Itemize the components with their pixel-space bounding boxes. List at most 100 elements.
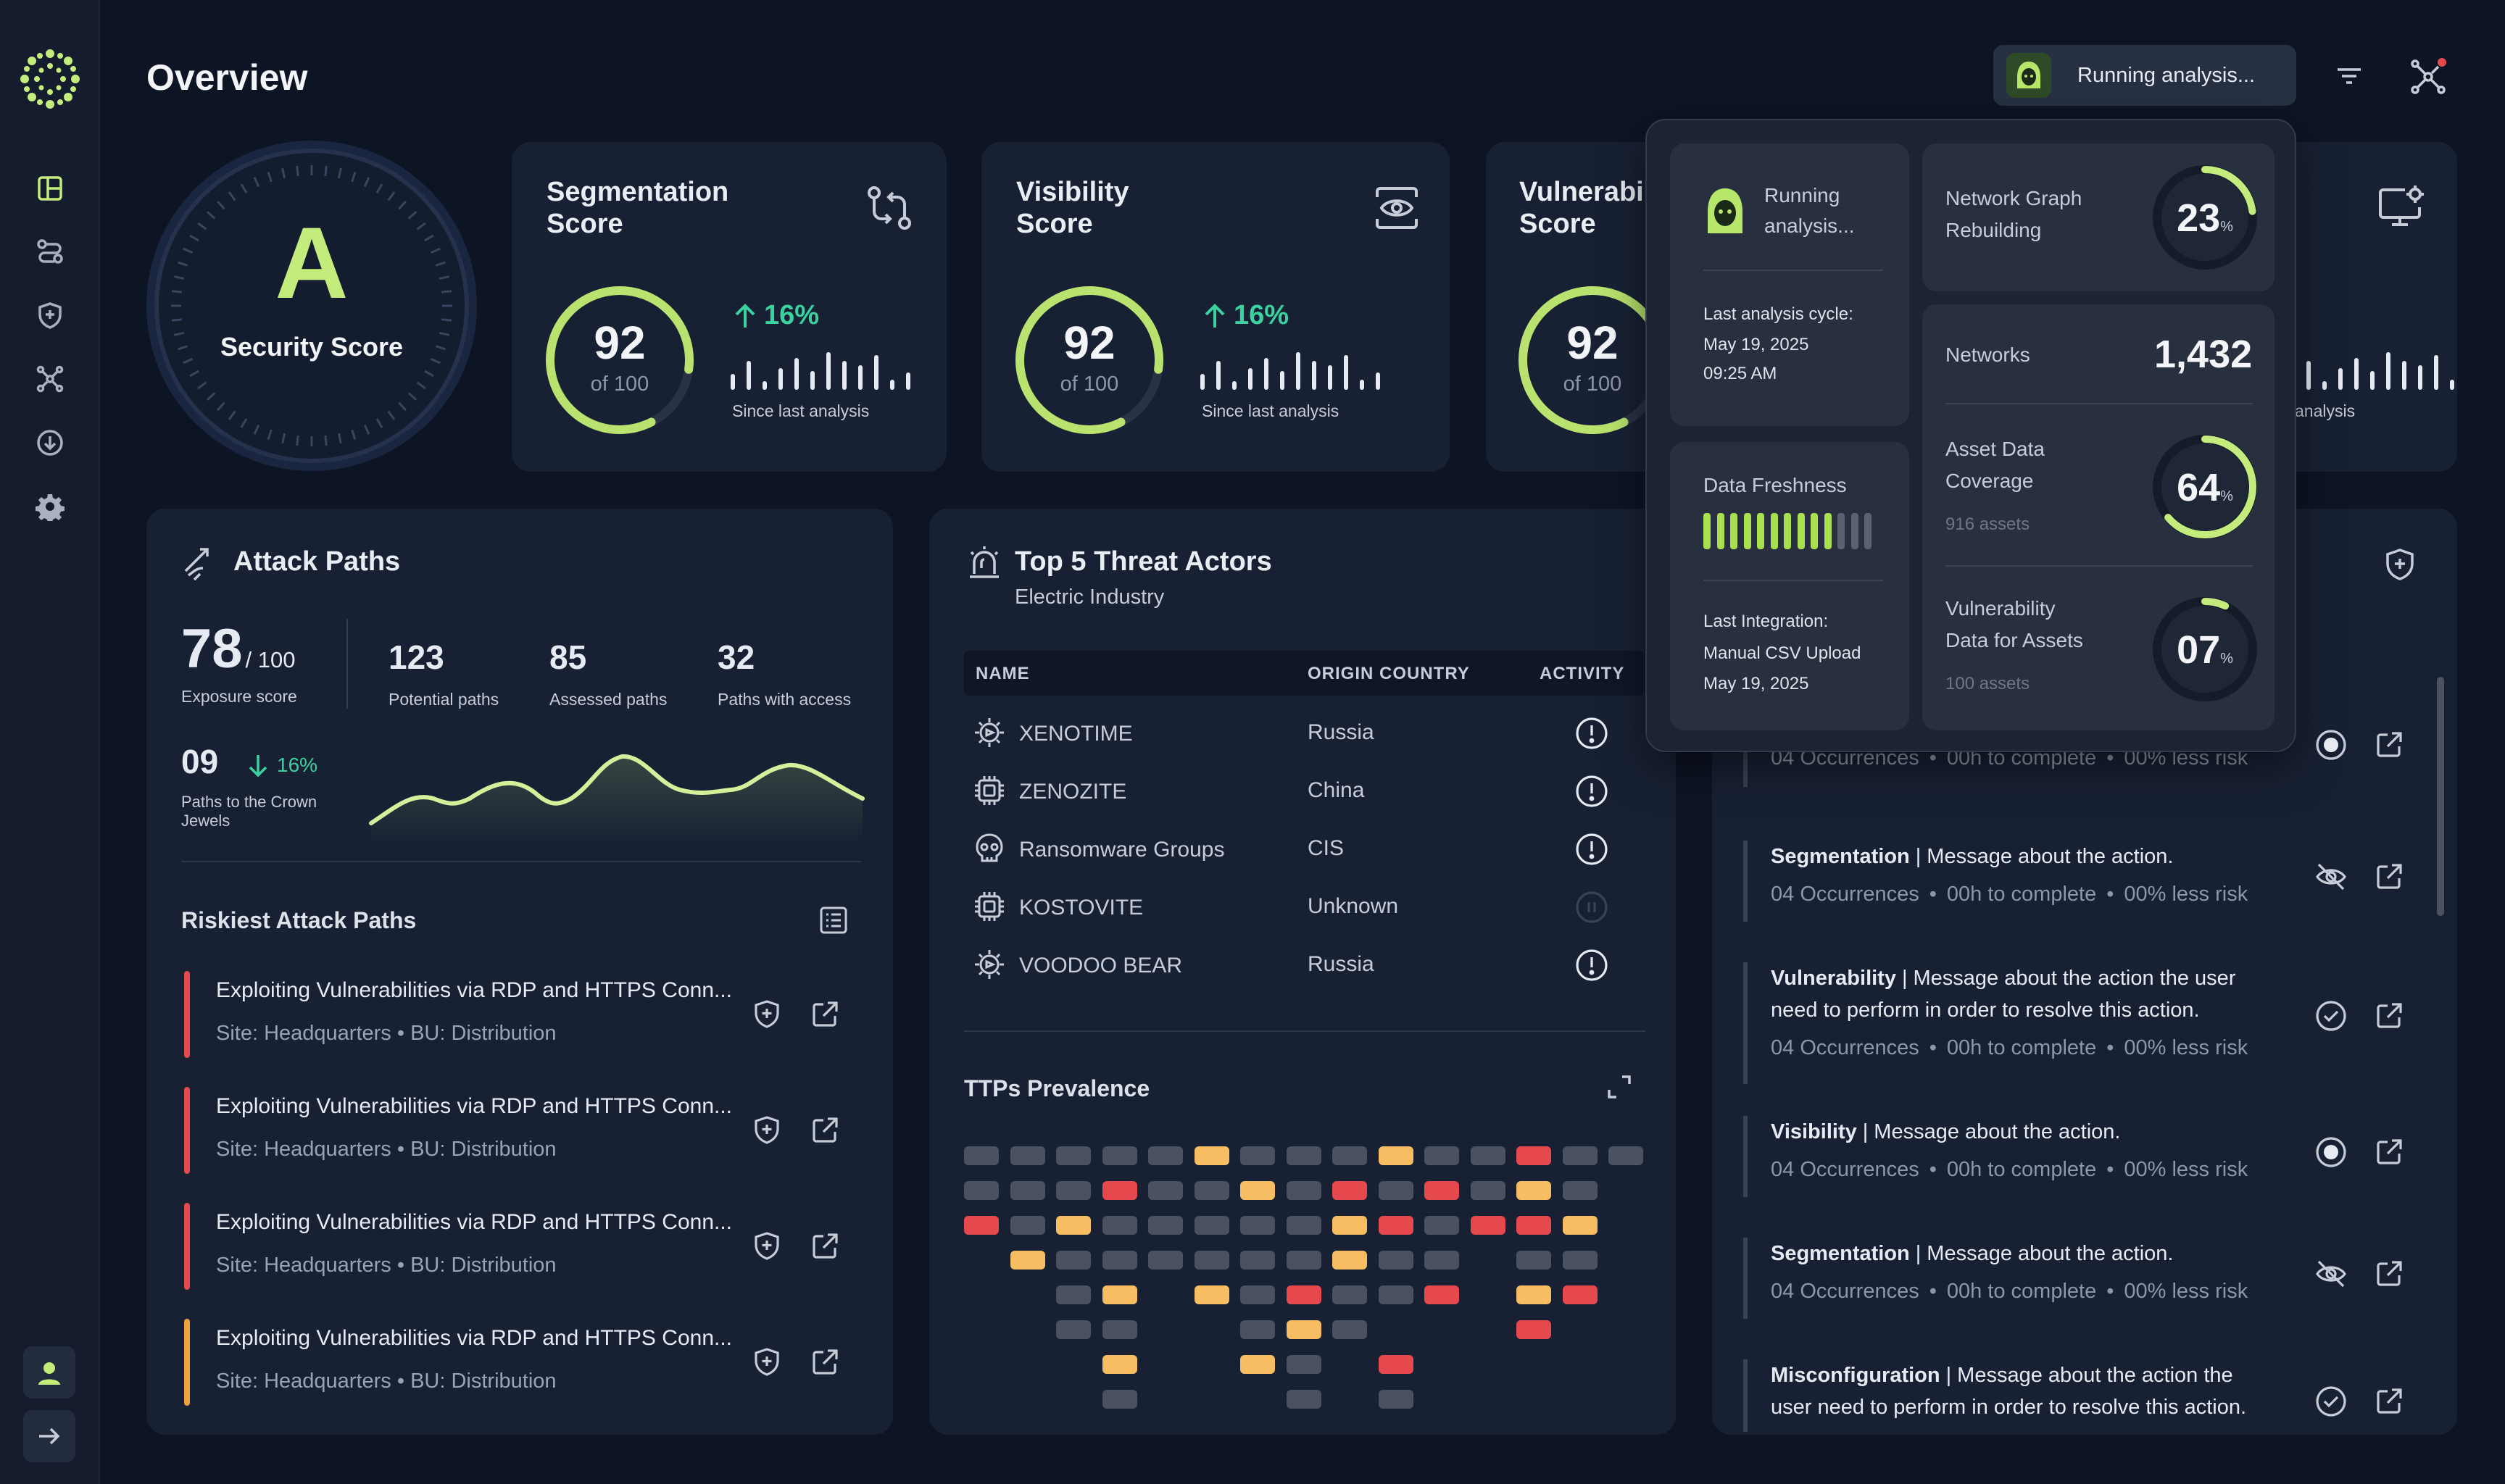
action-item[interactable]: Visibility | Message about the action. 04 O… [1743, 1116, 2396, 1197]
heatmap-cell[interactable] [1424, 1251, 1459, 1270]
heatmap-cell[interactable] [1056, 1320, 1091, 1339]
alert-circle-icon[interactable] [1574, 948, 1609, 983]
heatmap-cell[interactable] [1102, 1390, 1137, 1409]
heatmap-cell[interactable] [1378, 1216, 1413, 1235]
eye-off-icon[interactable] [2311, 856, 2351, 897]
alert-circle-icon[interactable] [1574, 832, 1609, 867]
shield-icon[interactable] [747, 994, 787, 1035]
heatmap-cell[interactable] [1056, 1285, 1091, 1304]
heatmap-cell[interactable] [1332, 1181, 1367, 1200]
heatmap-cell[interactable] [1332, 1146, 1367, 1165]
expand-icon[interactable] [1603, 1071, 1635, 1103]
heatmap-cell[interactable] [1010, 1146, 1045, 1165]
attack-path-item[interactable]: Exploiting Vulnerabilities via RDP and H… [184, 971, 858, 1058]
heatmap-cell[interactable] [964, 1146, 999, 1165]
heatmap-cell[interactable] [1240, 1320, 1275, 1339]
heatmap-cell[interactable] [1562, 1251, 1598, 1270]
expand-sidebar-button[interactable] [23, 1410, 75, 1462]
action-item[interactable]: 04 Occurrences • 00h to complete • 00% less … [1743, 746, 2396, 787]
heatmap-cell[interactable] [1286, 1320, 1321, 1339]
heatmap-cell[interactable] [1102, 1355, 1137, 1374]
monitor-settings-icon[interactable] [2376, 183, 2427, 233]
filter-icon[interactable] [2331, 58, 2367, 94]
heatmap-cell[interactable] [1562, 1146, 1598, 1165]
check-circle-icon[interactable] [2311, 1381, 2351, 1422]
attack-path-item[interactable]: Exploiting Vulnerabilities via RDP and H… [184, 1203, 858, 1290]
heatmap-cell[interactable] [1102, 1181, 1137, 1200]
network-icon[interactable] [32, 361, 68, 397]
heatmap-cell[interactable] [1470, 1181, 1505, 1200]
external-link-icon[interactable] [805, 1342, 845, 1383]
heatmap-cell[interactable] [1332, 1285, 1367, 1304]
heatmap-cell[interactable] [1102, 1146, 1137, 1165]
heatmap-cell[interactable] [1424, 1285, 1459, 1304]
heatmap-cell[interactable] [1240, 1355, 1275, 1374]
heatmap-cell[interactable] [1240, 1285, 1275, 1304]
heatmap-cell[interactable] [1056, 1146, 1091, 1165]
heatmap-cell[interactable] [964, 1181, 999, 1200]
heatmap-cell[interactable] [1148, 1181, 1183, 1200]
heatmap-cell[interactable] [1378, 1390, 1413, 1409]
heatmap-cell[interactable] [1286, 1146, 1321, 1165]
scrollbar[interactable] [2437, 677, 2444, 916]
shield-icon[interactable] [747, 1226, 787, 1267]
shield-icon[interactable] [747, 1342, 787, 1383]
heatmap-cell[interactable] [1562, 1216, 1598, 1235]
dashboard-icon[interactable] [32, 170, 68, 207]
heatmap-cell[interactable] [1424, 1146, 1459, 1165]
user-avatar[interactable] [23, 1346, 75, 1398]
external-link-icon[interactable] [2369, 996, 2409, 1036]
external-link-icon[interactable] [2369, 1254, 2409, 1294]
paths-icon[interactable] [32, 233, 68, 270]
table-row[interactable]: XENOTIME Russia [964, 704, 1645, 762]
heatmap-cell[interactable] [1424, 1181, 1459, 1200]
table-row[interactable]: KOSTOVITE Unknown [964, 878, 1645, 936]
shield-icon[interactable] [747, 1110, 787, 1151]
heatmap-cell[interactable] [1286, 1355, 1321, 1374]
heatmap-cell[interactable] [1286, 1285, 1321, 1304]
heatmap-cell[interactable] [1240, 1146, 1275, 1165]
download-icon[interactable] [32, 425, 68, 461]
heatmap-cell[interactable] [1332, 1216, 1367, 1235]
heatmap-cell[interactable] [1562, 1285, 1598, 1304]
external-link-icon[interactable] [2369, 725, 2409, 765]
heatmap-cell[interactable] [1286, 1251, 1321, 1270]
action-item[interactable]: Misconfiguration | Message about the actio… [1743, 1359, 2396, 1432]
heatmap-cell[interactable] [1516, 1320, 1551, 1339]
heatmap-cell[interactable] [1102, 1320, 1137, 1339]
heatmap-cell[interactable] [1516, 1285, 1551, 1304]
check-circle-icon[interactable] [2311, 996, 2351, 1036]
heatmap-cell[interactable] [1332, 1320, 1367, 1339]
shield-icon[interactable] [2382, 546, 2418, 583]
external-link-icon[interactable] [2369, 1132, 2409, 1172]
heatmap-cell[interactable] [1286, 1181, 1321, 1200]
heatmap-cell[interactable] [1516, 1251, 1551, 1270]
attack-path-item[interactable]: Exploiting Vulnerabilities via RDP and H… [184, 1087, 858, 1174]
heatmap-cell[interactable] [1240, 1216, 1275, 1235]
pause-circle-icon[interactable] [1574, 890, 1609, 925]
heatmap-cell[interactable] [1194, 1146, 1229, 1165]
settings-icon[interactable] [32, 488, 68, 525]
eye-off-icon[interactable] [2311, 1254, 2351, 1294]
heatmap-cell[interactable] [1378, 1285, 1413, 1304]
segmentation-score-card[interactable]: Segmentation Score 92 of 100 16% Since l… [512, 142, 947, 557]
heatmap-cell[interactable] [1102, 1285, 1137, 1304]
heatmap-cell[interactable] [964, 1216, 999, 1235]
heatmap-cell[interactable] [1286, 1216, 1321, 1235]
action-item[interactable]: Segmentation | Message about the action. 04… [1743, 1238, 2396, 1319]
list-icon[interactable] [818, 904, 849, 936]
heatmap-cell[interactable] [1056, 1216, 1091, 1235]
external-link-icon[interactable] [805, 1110, 845, 1151]
visibility-score-card[interactable]: Visibility Score 92 of 100 16% Since las… [981, 142, 1450, 472]
alert-circle-icon[interactable] [1574, 716, 1609, 751]
heatmap-cell[interactable] [1194, 1285, 1229, 1304]
heatmap-cell[interactable] [1562, 1181, 1598, 1200]
heatmap-cell[interactable] [1240, 1251, 1275, 1270]
shield-icon[interactable] [32, 297, 68, 333]
heatmap-cell[interactable] [1240, 1181, 1275, 1200]
heatmap-cell[interactable] [1378, 1181, 1413, 1200]
heatmap-cell[interactable] [1148, 1146, 1183, 1165]
action-item[interactable]: Segmentation | Message about the action. 04… [1743, 841, 2396, 922]
table-row[interactable]: ZENOZITE China [964, 762, 1645, 820]
alert-circle-icon[interactable] [1574, 774, 1609, 809]
